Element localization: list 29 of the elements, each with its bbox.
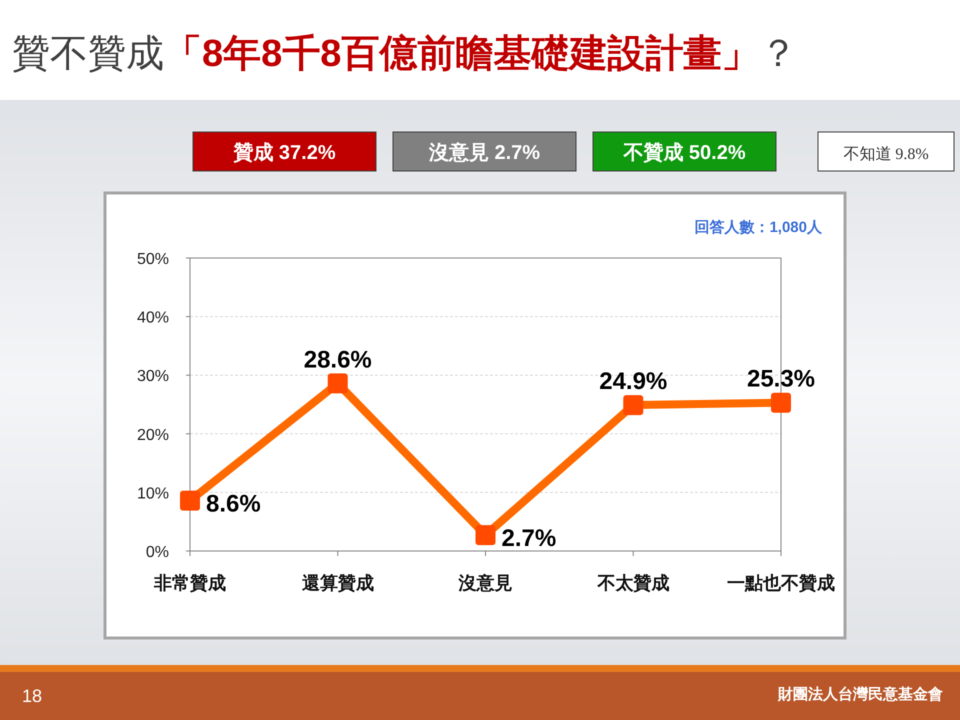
point bbox=[476, 525, 496, 546]
x-tick-label: 沒意見 bbox=[458, 573, 512, 593]
x-tick-label: 非常贊成 bbox=[153, 573, 226, 593]
x-tick-label: 還算贊成 bbox=[302, 573, 374, 593]
data-label: 28.6% bbox=[304, 346, 372, 374]
y-tick-label: 30% bbox=[136, 368, 169, 386]
point bbox=[771, 392, 791, 413]
y-tick-label: 50% bbox=[136, 251, 169, 268]
point bbox=[328, 373, 348, 394]
text: 18 bbox=[22, 686, 42, 706]
text: 贊成 37.2% bbox=[232, 142, 336, 164]
data-label: 25.3% bbox=[746, 366, 816, 393]
x-tick-label: 不太贊成 bbox=[596, 573, 670, 593]
x-tick-label: 一點也不贊成 bbox=[727, 573, 835, 593]
data-label: 24.9% bbox=[599, 368, 668, 396]
chart-title: 贊不贊成「8年8千8百億前瞻基礎建設計畫」？ bbox=[12, 33, 798, 75]
text: 沒意見 2.7% bbox=[428, 141, 540, 164]
point bbox=[623, 395, 644, 416]
text: 回答人數：1,080人 bbox=[694, 219, 823, 236]
y-tick-label: 20% bbox=[136, 426, 169, 444]
text: 財團法人台灣民意基金會 bbox=[777, 686, 943, 703]
y-tick-label: 10% bbox=[136, 485, 169, 502]
y-tick-label: 0% bbox=[146, 544, 169, 561]
point bbox=[180, 490, 200, 511]
text: 不贊成 50.2% bbox=[622, 142, 746, 164]
data-label: 2.7% bbox=[502, 525, 556, 552]
data-label: 8.6% bbox=[206, 490, 261, 518]
text: 不知道 9.8% bbox=[843, 146, 929, 163]
y-tick-label: 40% bbox=[136, 310, 169, 327]
